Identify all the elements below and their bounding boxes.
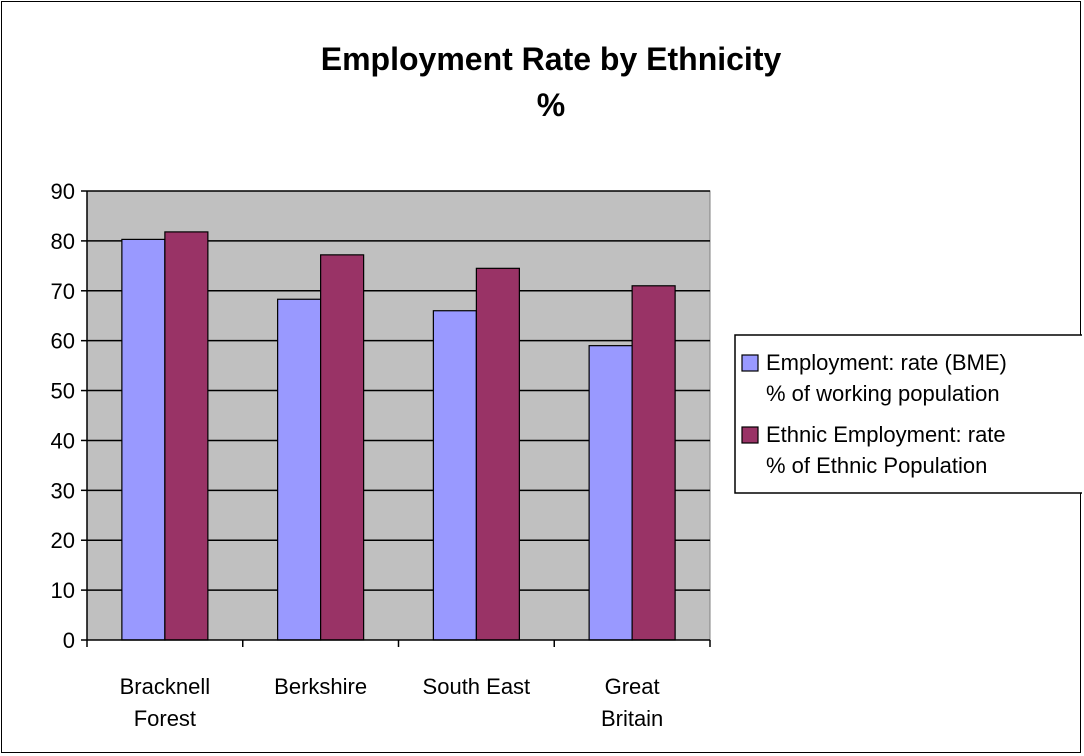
x-tick-label: Bracknell xyxy=(120,674,210,699)
bars xyxy=(121,231,676,641)
x-tick-label: Forest xyxy=(134,706,196,731)
bar-series2-cat1 xyxy=(164,231,209,641)
y-tick-labels: 0 10 20 30 40 50 60 70 80 90 xyxy=(51,179,75,653)
y-tick-label: 40 xyxy=(51,428,75,453)
legend-swatch-series2 xyxy=(741,426,759,444)
legend-label-series2: Ethnic Employment: rate xyxy=(766,422,1006,447)
x-tick-label: Great xyxy=(605,674,660,699)
bar-series1-cat2 xyxy=(277,298,322,641)
legend-box xyxy=(734,334,1082,494)
x-tick-label: Britain xyxy=(601,706,663,731)
x-tick-labels: Bracknell Forest Berkshire South East Great B… xyxy=(120,674,664,731)
bar-series1-cat3 xyxy=(432,310,477,641)
bar-series2-cat3 xyxy=(475,267,520,641)
y-tick-label: 60 xyxy=(51,329,75,354)
y-tick-label: 10 xyxy=(51,578,75,603)
x-tick-label: Berkshire xyxy=(274,674,367,699)
chart-title-group: Employment Rate by Ethnicity % xyxy=(321,41,782,123)
y-tick-label: 20 xyxy=(51,528,75,553)
bar-series1-cat1 xyxy=(121,238,166,641)
legend-label-series2: % of Ethnic Population xyxy=(766,453,987,478)
y-tick-label: 30 xyxy=(51,478,75,503)
bar-series2-cat2 xyxy=(320,254,365,641)
chart-subtitle: % xyxy=(537,87,565,123)
y-tick-label: 0 xyxy=(63,628,75,653)
y-tick-label: 50 xyxy=(51,379,75,404)
y-tick-label: 80 xyxy=(51,229,75,254)
legend-label-series1: Employment: rate (BME) xyxy=(766,350,1007,375)
bar-series2-cat4 xyxy=(631,285,676,641)
legend-swatch-series1 xyxy=(741,354,759,372)
y-tick-label: 90 xyxy=(51,179,75,204)
chart-title: Employment Rate by Ethnicity xyxy=(321,41,782,77)
legend-label-series1: % of working population xyxy=(766,381,1000,406)
axes xyxy=(81,190,711,647)
x-tick-label: South East xyxy=(423,674,531,699)
legend: Employment: rate (BME) % of working popul… xyxy=(734,334,1082,494)
y-tick-label: 70 xyxy=(51,279,75,304)
bar-series1-cat4 xyxy=(588,345,633,641)
